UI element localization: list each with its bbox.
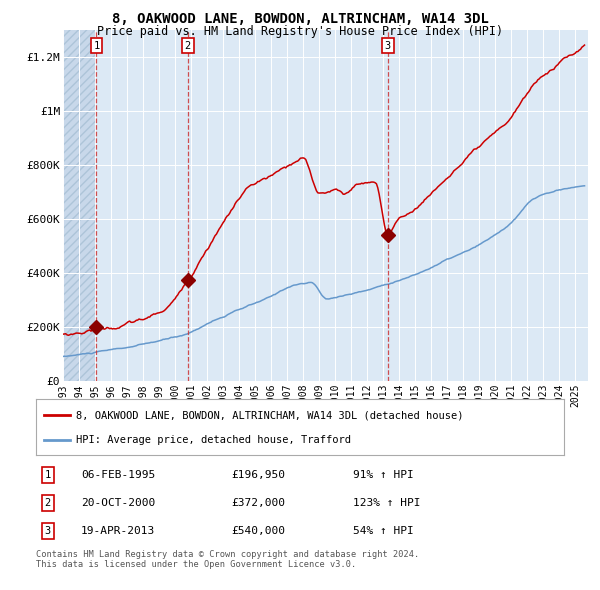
Text: 3: 3 xyxy=(385,41,391,51)
Text: HPI: Average price, detached house, Trafford: HPI: Average price, detached house, Traf… xyxy=(76,435,350,445)
Text: £196,950: £196,950 xyxy=(232,470,286,480)
Text: 2: 2 xyxy=(44,498,51,508)
Text: 1: 1 xyxy=(44,470,51,480)
Text: Contains HM Land Registry data © Crown copyright and database right 2024.
This d: Contains HM Land Registry data © Crown c… xyxy=(36,550,419,569)
Text: 19-APR-2013: 19-APR-2013 xyxy=(81,526,155,536)
Text: 20-OCT-2000: 20-OCT-2000 xyxy=(81,498,155,508)
Text: 123% ↑ HPI: 123% ↑ HPI xyxy=(353,498,420,508)
Text: 91% ↑ HPI: 91% ↑ HPI xyxy=(353,470,413,480)
Text: 3: 3 xyxy=(44,526,51,536)
Text: Price paid vs. HM Land Registry's House Price Index (HPI): Price paid vs. HM Land Registry's House … xyxy=(97,25,503,38)
Text: 2: 2 xyxy=(185,41,191,51)
Text: 1: 1 xyxy=(94,41,100,51)
Text: £540,000: £540,000 xyxy=(232,526,286,536)
Text: 8, OAKWOOD LANE, BOWDON, ALTRINCHAM, WA14 3DL: 8, OAKWOOD LANE, BOWDON, ALTRINCHAM, WA1… xyxy=(112,12,488,27)
Text: 8, OAKWOOD LANE, BOWDON, ALTRINCHAM, WA14 3DL (detached house): 8, OAKWOOD LANE, BOWDON, ALTRINCHAM, WA1… xyxy=(76,410,463,420)
Text: 06-FEB-1995: 06-FEB-1995 xyxy=(81,470,155,480)
Text: £372,000: £372,000 xyxy=(232,498,286,508)
Text: 54% ↑ HPI: 54% ↑ HPI xyxy=(353,526,413,536)
Bar xyxy=(63,30,97,381)
